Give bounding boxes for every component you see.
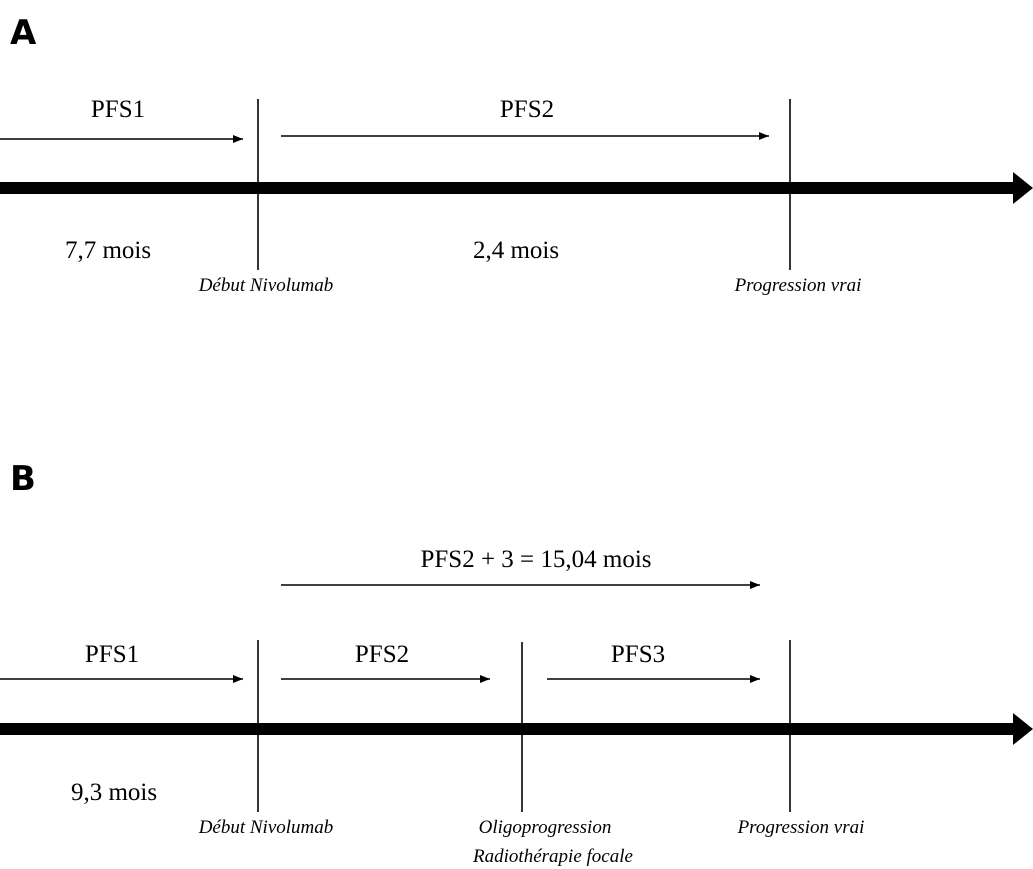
- panel-b-pfs3-label: PFS3: [611, 641, 665, 668]
- panel-a-duration1: 7,7 mois: [65, 237, 151, 264]
- panel-a-event-progression: Progression vrai: [734, 275, 862, 296]
- panel-b-pfs2-label: PFS2: [355, 641, 409, 668]
- panel-b-event-nivolumab: Début Nivolumab: [198, 817, 334, 838]
- panel-b-pfs1-label: PFS1: [85, 641, 139, 668]
- panel-b-duration1: 9,3 mois: [71, 779, 157, 806]
- panel-b-event-radiotherapy: Radiothérapie focale: [472, 846, 633, 867]
- panel-b-event-progression: Progression vrai: [737, 817, 865, 838]
- panel-b-axis-arrowhead: [1013, 713, 1033, 745]
- panel-a-duration2: 2,4 mois: [473, 237, 559, 264]
- panel-a-letter: A: [10, 13, 37, 53]
- panel-b-event-oligoprogression: Oligoprogression: [479, 817, 612, 838]
- panel-a-event-nivolumab: Début Nivolumab: [198, 275, 334, 296]
- panel-a-axis-arrowhead: [1013, 172, 1033, 204]
- panel-b-combined-label: PFS2 + 3 = 15,04 mois: [420, 546, 651, 573]
- panel-a-pfs2-label: PFS2: [500, 96, 554, 123]
- panel-a-pfs1-label: PFS1: [91, 96, 145, 123]
- panel-b: B PFS2 + 3 = 15,04 mois PFS1 PFS2 PFS3 9…: [0, 459, 1033, 867]
- panel-b-letter: B: [10, 459, 36, 499]
- panel-a: A PFS1 PFS2 7,7 mois 2,4 mois Début Nivo…: [0, 13, 1033, 296]
